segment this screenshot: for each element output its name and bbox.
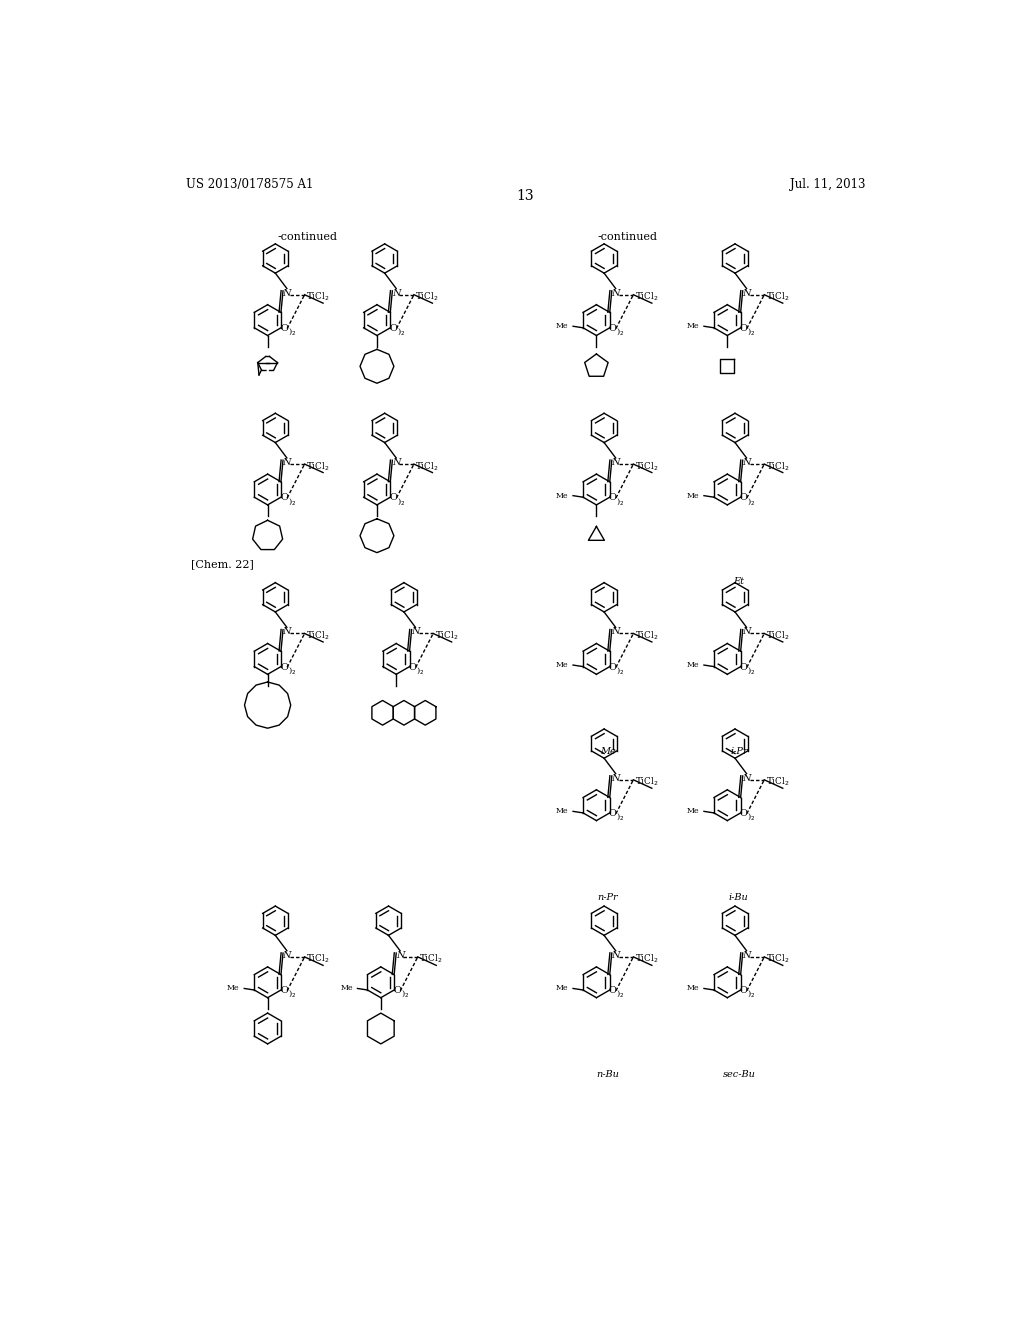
Text: O: O (409, 663, 417, 672)
Text: TiCl$_2$: TiCl$_2$ (306, 290, 330, 304)
Text: )$_2$: )$_2$ (616, 495, 625, 507)
Text: Me: Me (556, 808, 568, 816)
Text: TiCl$_2$: TiCl$_2$ (766, 776, 790, 788)
Text: N: N (611, 774, 620, 783)
Text: TiCl$_2$: TiCl$_2$ (435, 630, 458, 642)
Text: TiCl$_2$: TiCl$_2$ (635, 290, 658, 304)
Text: Me: Me (687, 491, 699, 500)
Text: Me: Me (687, 322, 699, 330)
Text: )$_2$: )$_2$ (288, 326, 296, 337)
Text: N: N (396, 950, 404, 960)
Text: TiCl$_2$: TiCl$_2$ (416, 461, 439, 473)
Text: )$_2$: )$_2$ (397, 326, 406, 337)
Text: TiCl$_2$: TiCl$_2$ (635, 630, 658, 642)
Text: Me: Me (600, 747, 615, 756)
Text: Me: Me (227, 985, 240, 993)
Text: TiCl$_2$: TiCl$_2$ (306, 953, 330, 965)
Text: N: N (283, 627, 291, 636)
Text: )$_2$: )$_2$ (748, 326, 756, 337)
Text: -continued: -continued (597, 231, 657, 242)
Text: N: N (283, 289, 291, 297)
Text: )$_2$: )$_2$ (400, 989, 409, 999)
Text: n-Bu: n-Bu (597, 1071, 620, 1080)
Text: Me: Me (556, 661, 568, 669)
Text: TiCl$_2$: TiCl$_2$ (766, 953, 790, 965)
Text: )$_2$: )$_2$ (397, 495, 406, 507)
Text: )$_2$: )$_2$ (616, 989, 625, 999)
Text: )$_2$: )$_2$ (416, 665, 425, 676)
Text: )$_2$: )$_2$ (616, 326, 625, 337)
Text: US 2013/0178575 A1: US 2013/0178575 A1 (186, 178, 313, 190)
Text: TiCl$_2$: TiCl$_2$ (419, 953, 442, 965)
Text: i-Bu: i-Bu (729, 894, 749, 902)
Text: O: O (389, 494, 397, 503)
Text: N: N (412, 627, 420, 636)
Text: N: N (742, 774, 751, 783)
Text: N: N (392, 289, 400, 297)
Text: TiCl$_2$: TiCl$_2$ (766, 630, 790, 642)
Text: O: O (389, 325, 397, 333)
Text: O: O (281, 494, 288, 503)
Text: TiCl$_2$: TiCl$_2$ (635, 953, 658, 965)
Text: O: O (609, 663, 616, 672)
Text: O: O (739, 986, 748, 995)
Text: N: N (392, 458, 400, 467)
Text: Me: Me (340, 985, 353, 993)
Text: Me: Me (687, 985, 699, 993)
Text: TiCl$_2$: TiCl$_2$ (766, 290, 790, 304)
Text: O: O (609, 325, 616, 333)
Text: )$_2$: )$_2$ (616, 665, 625, 676)
Text: N: N (611, 289, 620, 297)
Text: O: O (609, 494, 616, 503)
Text: O: O (281, 986, 288, 995)
Text: Me: Me (556, 491, 568, 500)
Text: O: O (609, 986, 616, 995)
Text: )$_2$: )$_2$ (616, 812, 625, 822)
Text: N: N (283, 950, 291, 960)
Text: N: N (742, 627, 751, 636)
Text: -continued: -continued (278, 231, 338, 242)
Text: O: O (739, 809, 748, 818)
Text: TiCl$_2$: TiCl$_2$ (416, 290, 439, 304)
Text: sec-Bu: sec-Bu (722, 1071, 756, 1080)
Text: N: N (611, 627, 620, 636)
Text: TiCl$_2$: TiCl$_2$ (635, 776, 658, 788)
Text: )$_2$: )$_2$ (288, 665, 296, 676)
Text: Me: Me (687, 808, 699, 816)
Text: N: N (742, 289, 751, 297)
Text: Et: Et (733, 577, 744, 586)
Text: N: N (611, 950, 620, 960)
Text: N: N (742, 458, 751, 467)
Text: O: O (739, 325, 748, 333)
Text: )$_2$: )$_2$ (288, 495, 296, 507)
Text: Me: Me (556, 322, 568, 330)
Text: n-Pr: n-Pr (598, 894, 618, 902)
Text: )$_2$: )$_2$ (748, 665, 756, 676)
Text: N: N (742, 950, 751, 960)
Text: TiCl$_2$: TiCl$_2$ (306, 461, 330, 473)
Text: TiCl$_2$: TiCl$_2$ (766, 461, 790, 473)
Text: N: N (611, 458, 620, 467)
Text: TiCl$_2$: TiCl$_2$ (635, 461, 658, 473)
Text: )$_2$: )$_2$ (748, 989, 756, 999)
Text: )$_2$: )$_2$ (288, 989, 296, 999)
Text: O: O (609, 809, 616, 818)
Text: [Chem. 22]: [Chem. 22] (190, 558, 254, 569)
Text: Me: Me (556, 985, 568, 993)
Text: O: O (393, 986, 401, 995)
Text: Me: Me (687, 661, 699, 669)
Text: )$_2$: )$_2$ (748, 495, 756, 507)
Text: O: O (739, 494, 748, 503)
Text: N: N (283, 458, 291, 467)
Text: O: O (281, 325, 288, 333)
Text: TiCl$_2$: TiCl$_2$ (306, 630, 330, 642)
Text: O: O (739, 663, 748, 672)
Text: O: O (281, 663, 288, 672)
Text: Jul. 11, 2013: Jul. 11, 2013 (791, 178, 866, 190)
Text: )$_2$: )$_2$ (748, 812, 756, 822)
Text: i-Pr: i-Pr (730, 747, 748, 756)
Text: 13: 13 (516, 189, 534, 203)
